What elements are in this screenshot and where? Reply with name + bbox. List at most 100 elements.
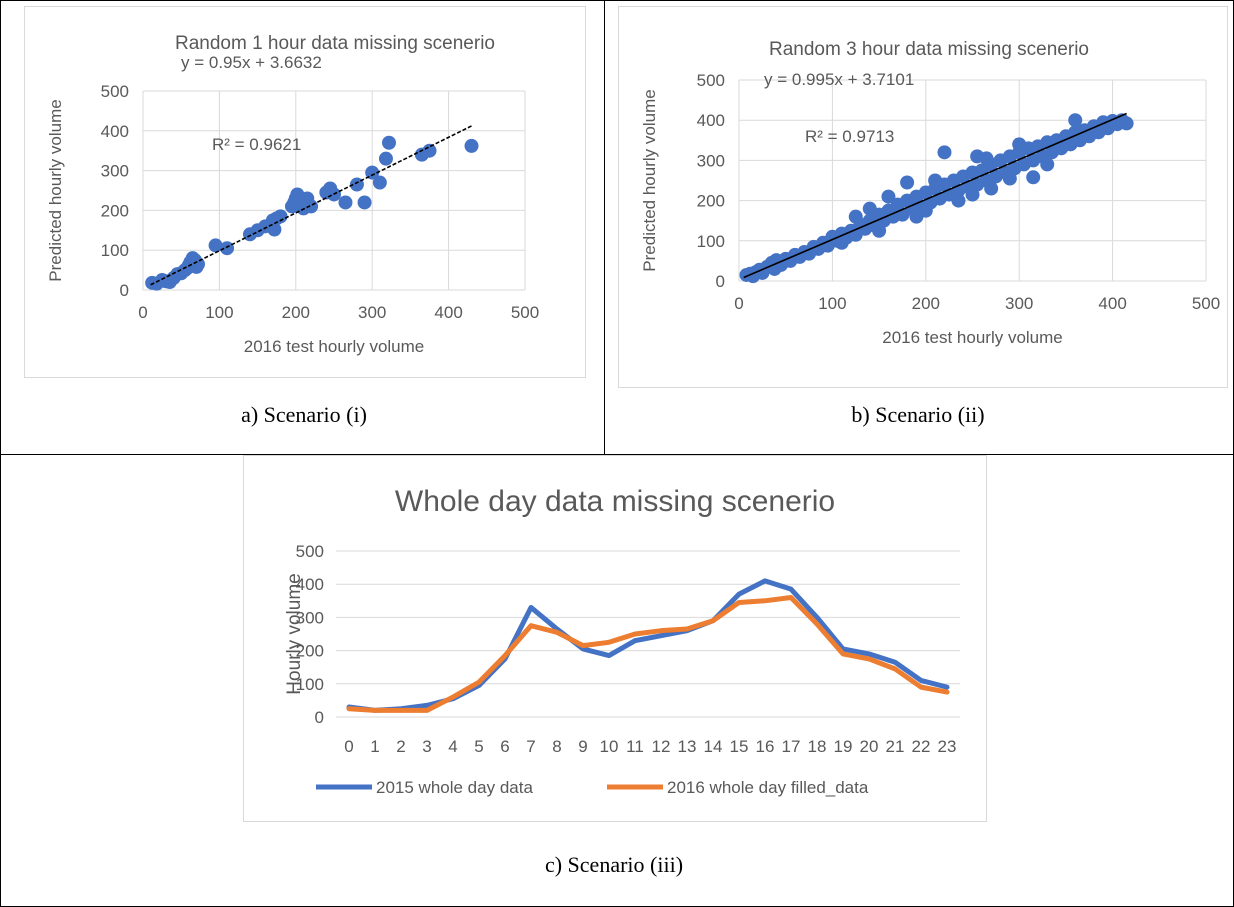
y-tick-label: 400 xyxy=(101,122,129,141)
data-point xyxy=(357,195,372,210)
y-tick-label: 300 xyxy=(101,162,129,181)
data-point xyxy=(979,151,994,166)
x-tick-label: 7 xyxy=(526,737,535,756)
r-squared-label: R² = 0.9713 xyxy=(805,127,894,146)
x-tick-label: 17 xyxy=(782,737,801,756)
divider-horizontal xyxy=(0,454,1234,455)
y-tick-label: 400 xyxy=(697,111,725,130)
x-tick-label: 300 xyxy=(1005,294,1033,313)
x-tick-label: 200 xyxy=(282,303,310,322)
data-point xyxy=(951,193,966,208)
y-axis-label: Predicted hourly volume xyxy=(46,99,65,281)
data-point xyxy=(834,235,849,250)
x-tick-label: 21 xyxy=(886,737,905,756)
x-tick-label: 0 xyxy=(734,294,743,313)
y-tick-label: 100 xyxy=(101,241,129,260)
chart-a-scatter: Random 1 hour data missing scenerio 0 100 2… xyxy=(46,33,539,356)
y-tick-label: 200 xyxy=(697,192,725,211)
x-tick-label: 100 xyxy=(205,303,233,322)
data-point xyxy=(881,189,896,204)
x-tick-label: 6 xyxy=(500,737,509,756)
caption-a: a) Scenario (i) xyxy=(241,402,367,427)
chart-b-scatter: Random 3 hour data missing scenerio 0 100 2… xyxy=(640,39,1220,347)
y-tick-label: 100 xyxy=(296,675,324,694)
chart-a-frame: Random 1 hour data missing scenerio 0 100 2… xyxy=(24,6,586,378)
x-axis-label: 2016 test hourly volume xyxy=(882,328,1063,347)
x-tick-label: 20 xyxy=(860,737,879,756)
data-point xyxy=(872,223,887,238)
data-point xyxy=(1026,170,1041,185)
x-tick-label: 18 xyxy=(808,737,827,756)
y-tick-label: 500 xyxy=(296,542,324,561)
divider-vertical xyxy=(604,0,605,455)
y-axis-label: Hourly volume xyxy=(284,573,305,694)
chart-title: Random 1 hour data missing scenerio xyxy=(175,33,495,54)
data-point xyxy=(273,209,288,224)
r-squared-label: R² = 0.9621 xyxy=(212,135,301,154)
data-point xyxy=(928,173,943,188)
y-tick-label: 0 xyxy=(315,708,324,727)
y-tick-label: 200 xyxy=(296,642,324,661)
y-tick-label: 500 xyxy=(697,71,725,90)
data-point xyxy=(304,199,319,214)
legend-label-1: 2015 whole day data xyxy=(376,778,533,797)
x-tick-label: 15 xyxy=(730,737,749,756)
data-point xyxy=(1002,171,1017,186)
x-tick-label: 10 xyxy=(600,737,619,756)
chart-b-frame: Random 3 hour data missing scenerio 0 100 2… xyxy=(618,6,1228,388)
data-point xyxy=(937,145,952,160)
x-tick-label: 22 xyxy=(912,737,931,756)
data-point xyxy=(848,209,863,224)
data-point xyxy=(1119,116,1134,131)
data-point xyxy=(909,209,924,224)
x-tick-label: 0 xyxy=(138,303,147,322)
x-tick-label: 12 xyxy=(652,737,671,756)
series-line-1 xyxy=(346,578,950,713)
x-tick-label: 8 xyxy=(552,737,561,756)
chart-c-line: Whole day data missing scenerio010020030… xyxy=(284,485,960,797)
data-point xyxy=(984,181,999,196)
chart-title: Whole day data missing scenerio xyxy=(395,485,835,518)
caption-c: c) Scenario (iii) xyxy=(544,852,684,877)
caption-b: b) Scenario (ii) xyxy=(851,402,985,427)
data-point xyxy=(208,238,223,253)
legend-label-2: 2016 whole day filled_data xyxy=(667,778,869,797)
y-tick-label: 400 xyxy=(296,575,324,594)
trendline xyxy=(743,112,1127,279)
series-line-2 xyxy=(346,594,950,713)
x-tick-label: 300 xyxy=(358,303,386,322)
x-tick-label: 19 xyxy=(834,737,853,756)
data-point xyxy=(422,143,437,158)
x-tick-label: 1 xyxy=(370,737,379,756)
data-point xyxy=(464,138,479,153)
data-point xyxy=(1068,113,1083,128)
data-point xyxy=(1012,137,1027,152)
y-tick-label: 200 xyxy=(101,201,129,220)
y-axis-label: Predicted hourly volume xyxy=(640,89,659,271)
data-point xyxy=(965,187,980,202)
x-tick-label: 500 xyxy=(1192,294,1220,313)
x-tick-label: 500 xyxy=(511,303,539,322)
x-tick-label: 11 xyxy=(626,737,644,756)
data-point xyxy=(862,201,877,216)
x-tick-label: 100 xyxy=(818,294,846,313)
x-tick-label: 200 xyxy=(912,294,940,313)
data-point xyxy=(372,175,387,190)
y-tick-label: 0 xyxy=(716,272,725,291)
x-axis-label: 2016 test hourly volume xyxy=(244,337,425,356)
x-tick-label: 9 xyxy=(578,737,587,756)
data-point xyxy=(1040,157,1055,172)
data-point xyxy=(378,151,393,166)
x-tick-label: 14 xyxy=(704,737,723,756)
x-tick-label: 16 xyxy=(756,737,775,756)
data-point xyxy=(382,135,397,150)
x-tick-label: 400 xyxy=(434,303,462,322)
chart-title: Random 3 hour data missing scenerio xyxy=(769,39,1089,60)
data-point xyxy=(900,175,915,190)
x-tick-label: 3 xyxy=(422,737,431,756)
data-point xyxy=(191,257,206,272)
x-tick-label: 13 xyxy=(678,737,697,756)
data-point xyxy=(220,241,235,256)
x-tick-label: 5 xyxy=(474,737,483,756)
data-point xyxy=(338,195,353,210)
